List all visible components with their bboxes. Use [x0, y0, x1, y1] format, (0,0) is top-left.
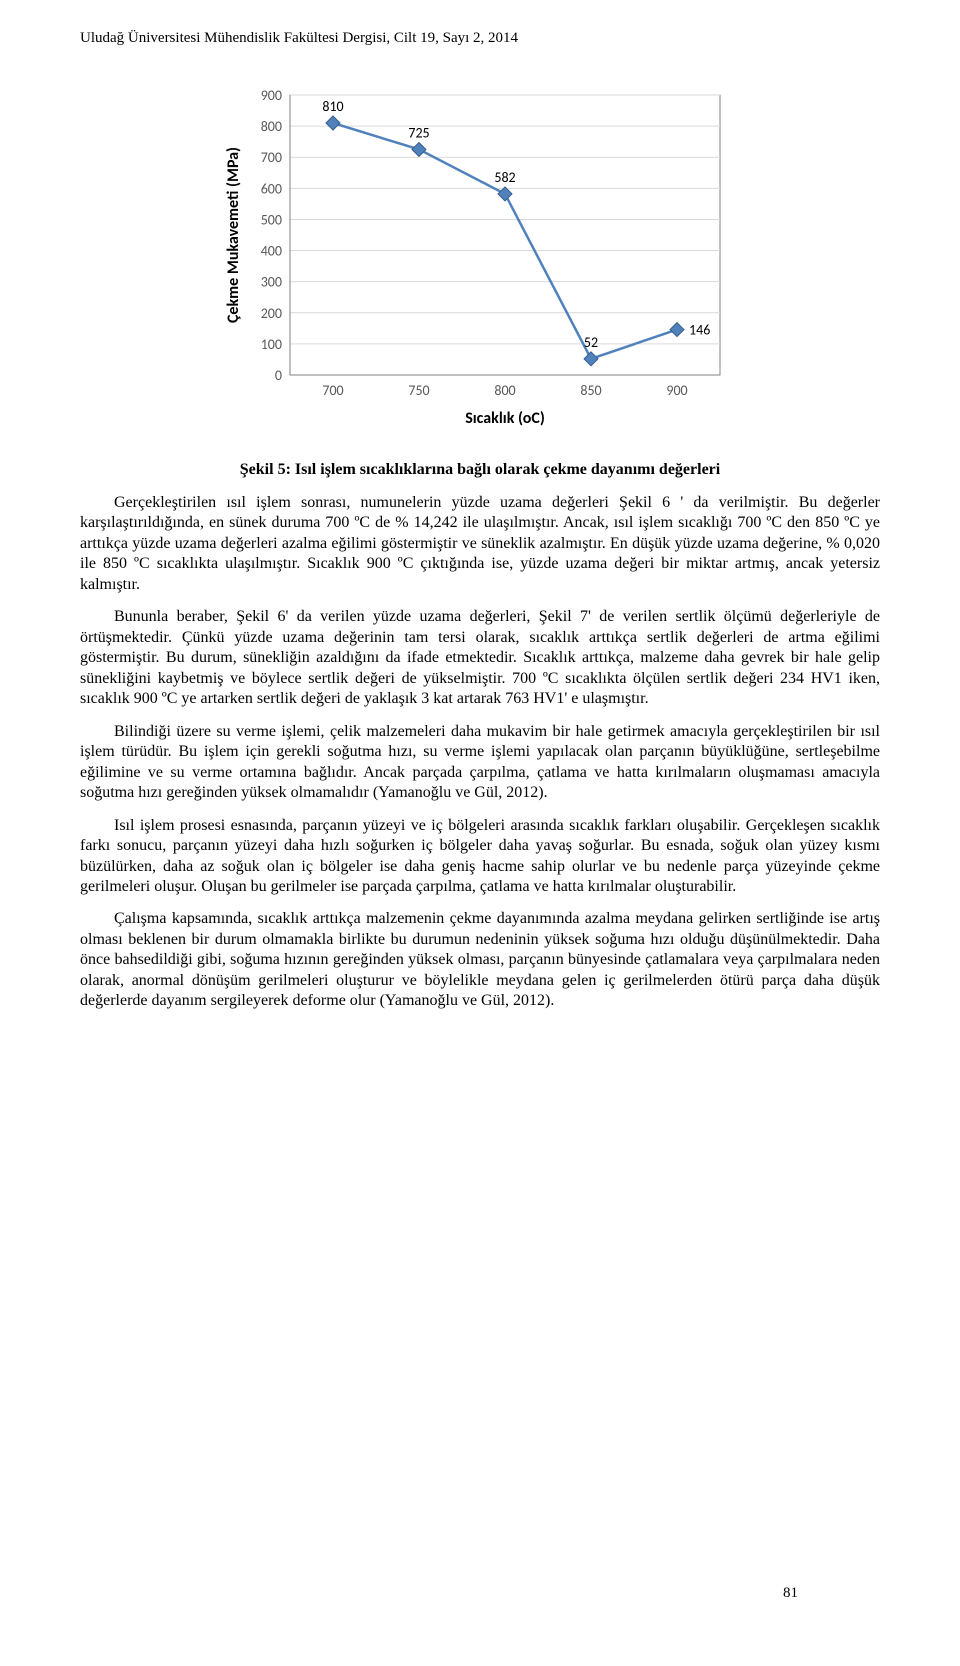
- svg-text:0: 0: [275, 367, 282, 384]
- svg-text:810: 810: [322, 98, 343, 115]
- svg-text:400: 400: [261, 243, 282, 260]
- svg-text:Sıcaklık (oC): Sıcaklık (oC): [465, 409, 545, 428]
- figure-caption: Şekil 5: Isıl işlem sıcaklıklarına bağlı…: [240, 461, 720, 478]
- line-chart: 0 100 200 300 400 500 600 700 800 900 700 750 800 850…: [200, 83, 760, 443]
- svg-text:100: 100: [261, 336, 282, 353]
- paragraph-2: Bununla beraber, Şekil 6' da verilen yüz…: [80, 607, 880, 709]
- svg-text:900: 900: [261, 87, 282, 104]
- svg-text:300: 300: [261, 274, 282, 291]
- svg-text:600: 600: [261, 180, 282, 197]
- svg-text:582: 582: [494, 169, 515, 186]
- svg-text:725: 725: [408, 124, 429, 141]
- paragraph-3: Bilindiği üzere su verme işlemi, çelik m…: [80, 722, 880, 804]
- svg-text:750: 750: [408, 382, 429, 399]
- paragraph-5: Çalışma kapsamında, sıcaklık arttıkça ma…: [80, 909, 880, 1011]
- svg-text:146: 146: [689, 322, 710, 339]
- page-number: 81: [783, 1585, 798, 1602]
- paragraph-1: Gerçekleştirilen ısıl işlem sonrası, num…: [80, 493, 880, 595]
- svg-text:Çekme Mukavemeti (MPa): Çekme Mukavemeti (MPa): [224, 147, 243, 323]
- svg-text:200: 200: [261, 305, 282, 322]
- svg-text:52: 52: [584, 334, 598, 351]
- svg-text:900: 900: [666, 382, 687, 399]
- svg-text:700: 700: [322, 382, 343, 399]
- paragraph-4: Isıl işlem prosesi esnasında, parçanın y…: [80, 816, 880, 898]
- svg-text:850: 850: [580, 382, 601, 399]
- svg-text:700: 700: [261, 149, 282, 166]
- svg-text:500: 500: [261, 211, 282, 228]
- chart-figure: 0 100 200 300 400 500 600 700 800 900 700 750 800 850…: [80, 83, 880, 443]
- running-head: Uludağ Üniversitesi Mühendislik Fakültes…: [80, 30, 880, 47]
- svg-text:800: 800: [494, 382, 515, 399]
- svg-text:800: 800: [261, 118, 282, 135]
